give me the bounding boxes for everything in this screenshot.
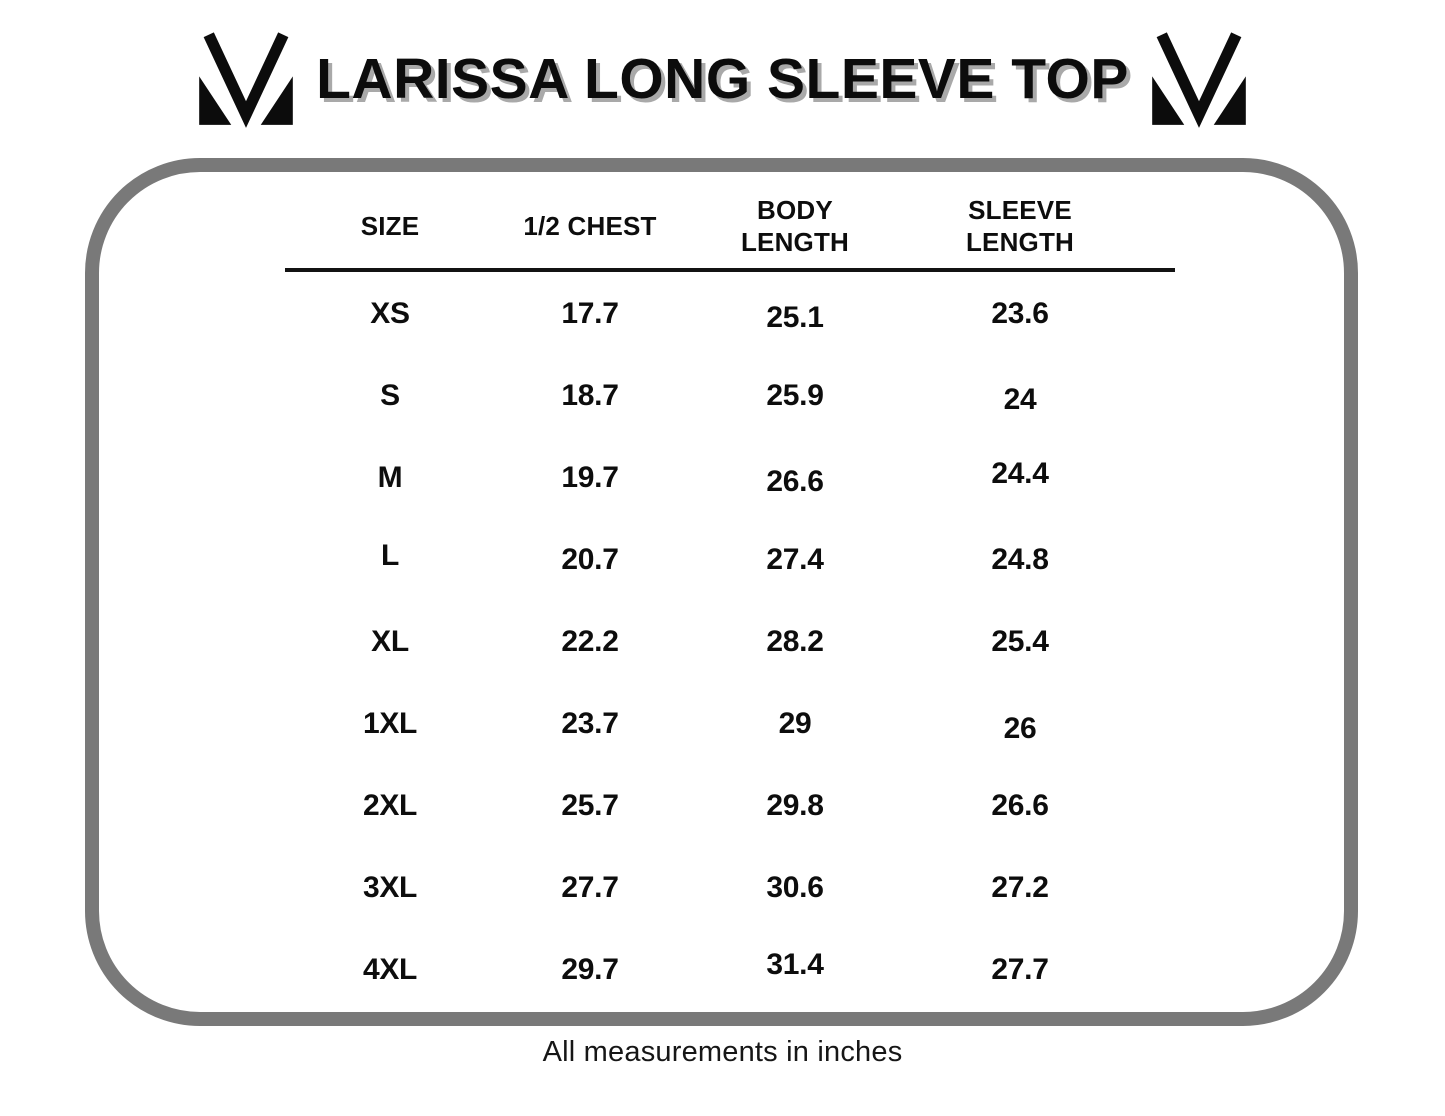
sleeve-length-cell: 27.2 xyxy=(991,871,1049,904)
half-chest-cell: 27.7 xyxy=(561,871,619,904)
sleeve-length-cell: 26.6 xyxy=(991,789,1049,822)
size-cell: XL xyxy=(371,625,409,658)
size-cell: L xyxy=(380,539,400,572)
units-note: All measurements in inches xyxy=(542,1036,903,1068)
brand-m-monogram-icon xyxy=(1147,29,1251,129)
table-row: M 19.7 26.6 24.4 xyxy=(285,437,1175,519)
body-length-cell: 25.9 xyxy=(766,379,824,412)
column-header-size: SIZE xyxy=(360,210,420,241)
half-chest-cell: 18.7 xyxy=(561,379,619,412)
body-length-cell: 25.1 xyxy=(766,301,824,334)
half-chest-cell: 20.7 xyxy=(561,543,619,576)
table-row: L 20.7 27.4 24.8 xyxy=(285,519,1175,601)
body-length-cell: 30.6 xyxy=(766,871,824,904)
body-length-cell: 28.2 xyxy=(766,625,824,658)
brand-m-monogram-icon xyxy=(194,29,298,129)
size-cell: M xyxy=(377,461,403,494)
page-title: LARISSA LONG SLEEVE TOP xyxy=(316,47,1129,111)
sleeve-length-cell: 25.4 xyxy=(991,625,1049,658)
body-length-cell: 27.4 xyxy=(766,543,824,576)
size-cell: 1XL xyxy=(362,707,418,740)
table-row: 1XL 23.7 29 26 xyxy=(285,683,1175,765)
table-body: XS 17.7 25.1 23.6 S 18.7 25.9 24 M 19.7 … xyxy=(285,272,1175,1011)
sleeve-length-cell: 27.7 xyxy=(991,953,1049,986)
half-chest-cell: 17.7 xyxy=(561,297,619,330)
size-cell: 2XL xyxy=(362,789,418,822)
body-length-cell: 31.4 xyxy=(766,948,824,981)
table-row: XL 22.2 28.2 25.4 xyxy=(285,601,1175,683)
column-header-half-chest: 1/2 CHEST xyxy=(523,210,657,241)
column-header-sleeve-length: SLEEVE LENGTH xyxy=(965,194,1075,258)
body-length-cell: 26.6 xyxy=(766,465,824,498)
body-length-cell: 29.8 xyxy=(766,789,824,822)
header: LARISSA LONG SLEEVE TOP xyxy=(0,18,1445,140)
table-row: 3XL 27.7 30.6 27.2 xyxy=(285,847,1175,929)
sleeve-length-cell: 24.4 xyxy=(991,457,1049,490)
sleeve-length-cell: 26 xyxy=(1003,712,1037,745)
table-row: 2XL 25.7 29.8 26.6 xyxy=(285,765,1175,847)
half-chest-cell: 22.2 xyxy=(561,625,619,658)
size-cell: S xyxy=(380,379,400,412)
half-chest-cell: 23.7 xyxy=(561,707,619,740)
table-row: XS 17.7 25.1 23.6 xyxy=(285,273,1175,355)
size-chart-panel: SIZE 1/2 CHEST BODY LENGTH SLEEVE LENGTH… xyxy=(85,158,1358,1026)
size-cell: 4XL xyxy=(362,953,418,986)
size-table: SIZE 1/2 CHEST BODY LENGTH SLEEVE LENGTH… xyxy=(285,193,1175,1011)
body-length-cell: 29 xyxy=(778,707,812,740)
table-row: 4XL 29.7 31.4 27.7 xyxy=(285,929,1175,1011)
half-chest-cell: 19.7 xyxy=(561,461,619,494)
size-cell: 3XL xyxy=(362,871,418,904)
half-chest-cell: 25.7 xyxy=(561,789,619,822)
table-header-row: SIZE 1/2 CHEST BODY LENGTH SLEEVE LENGTH xyxy=(285,193,1175,272)
table-row: S 18.7 25.9 24 xyxy=(285,355,1175,437)
size-cell: XS xyxy=(370,297,410,330)
sleeve-length-cell: 23.6 xyxy=(991,297,1049,330)
sleeve-length-cell: 24 xyxy=(1003,383,1037,416)
sleeve-length-cell: 24.8 xyxy=(991,543,1049,576)
column-header-body-length: BODY LENGTH xyxy=(740,194,850,258)
half-chest-cell: 29.7 xyxy=(561,953,619,986)
